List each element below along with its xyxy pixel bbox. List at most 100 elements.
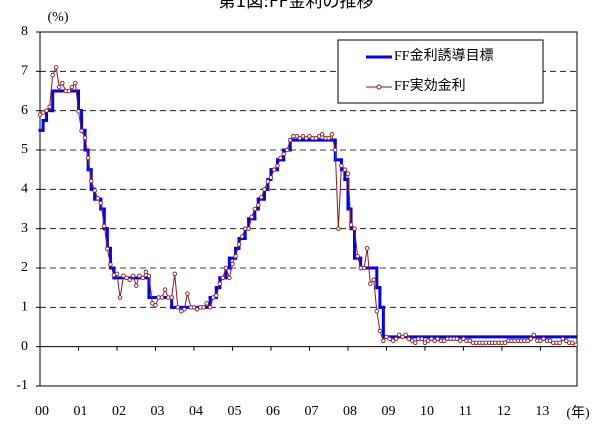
x-tick-label: 01 (73, 404, 87, 419)
series-marker (217, 281, 223, 286)
series-marker (37, 112, 43, 117)
series-marker (259, 194, 264, 200)
x-tick-label: 06 (266, 404, 280, 419)
series-marker (371, 277, 376, 283)
series-marker (313, 135, 319, 141)
x-axis-label: (年) (566, 405, 590, 421)
series-marker (409, 338, 415, 344)
x-tick-label: 04 (189, 404, 203, 419)
series-marker (102, 223, 107, 229)
series-marker (390, 338, 396, 344)
x-tick-label: 11 (459, 404, 472, 419)
x-tick-label: 03 (150, 404, 164, 419)
x-tick-label: 10 (420, 404, 434, 419)
series-marker (531, 332, 537, 338)
x-tick-label: 09 (381, 404, 395, 419)
series-marker (191, 305, 197, 310)
series-marker (400, 334, 405, 340)
series-marker (47, 104, 52, 109)
series-marker (467, 338, 473, 344)
series-marker (256, 202, 261, 208)
series-marker (105, 246, 110, 251)
series-marker (342, 167, 348, 172)
series-marker (547, 338, 553, 344)
series-marker (227, 275, 232, 281)
series-marker (121, 273, 126, 279)
y-tick-label: 6 (21, 103, 28, 118)
series-marker (429, 336, 434, 342)
series-marker (525, 338, 530, 344)
series-marker (361, 265, 367, 271)
series-marker (557, 340, 562, 345)
series-marker (130, 273, 136, 279)
series-marker (252, 206, 258, 212)
series-marker (278, 155, 283, 161)
series-marker (541, 336, 546, 342)
series-marker (185, 291, 190, 296)
legend-marker (376, 84, 382, 90)
series-marker (329, 132, 335, 137)
y-tick-label: 8 (21, 24, 28, 39)
series-marker (348, 222, 354, 227)
series-marker (53, 65, 59, 70)
y-tick-label: -1 (16, 378, 28, 393)
series-marker (88, 178, 94, 184)
x-tick-label: 02 (112, 404, 126, 419)
legend-label: FF金利誘導目標 (394, 48, 494, 64)
series-marker (355, 253, 360, 259)
series-marker (194, 307, 200, 312)
series-marker (396, 332, 402, 338)
chart-title: 第1図:FF金利の推移 (218, 0, 373, 12)
x-tick-label: 12 (497, 404, 511, 419)
y-tick-label: 2 (21, 260, 28, 275)
series-marker (528, 336, 534, 342)
series-marker (461, 336, 466, 342)
series-marker (458, 338, 463, 344)
series-marker (233, 253, 238, 259)
series-marker (95, 196, 100, 201)
x-tick-label: 05 (227, 404, 241, 419)
series-marker (454, 336, 460, 342)
series-marker (133, 283, 139, 288)
series-marker (563, 338, 569, 344)
y-tick-label: 3 (21, 221, 28, 236)
series-marker (316, 133, 322, 139)
series-marker (374, 309, 380, 314)
series-marker (307, 133, 312, 139)
series-marker (69, 84, 75, 90)
series-marker (377, 328, 383, 334)
series-marker (406, 336, 412, 342)
series-marker (44, 108, 49, 113)
series-marker (271, 167, 277, 172)
series-marker (114, 271, 120, 277)
series-marker (336, 226, 341, 231)
series-marker (117, 295, 123, 300)
series-marker (284, 147, 290, 153)
series-marker (502, 340, 508, 345)
series-marker (40, 110, 46, 115)
series-marker (79, 128, 84, 133)
series-marker (570, 340, 575, 345)
series-marker (573, 342, 579, 347)
series-marker (368, 281, 373, 286)
series-line (39, 65, 577, 346)
series-marker (304, 135, 309, 141)
series-marker (56, 84, 62, 90)
series-marker (179, 309, 184, 314)
series-marker (246, 226, 251, 231)
series-marker (352, 226, 357, 231)
series-marker (326, 135, 331, 141)
series-marker (210, 295, 216, 300)
series-marker (207, 305, 213, 310)
series-marker (172, 271, 177, 277)
series-marker (381, 338, 386, 344)
series-marker (384, 334, 389, 340)
series-marker (393, 336, 399, 342)
series-marker (419, 336, 425, 342)
series-marker (265, 179, 271, 184)
y-axis-label: (%) (48, 10, 69, 25)
series-marker (137, 273, 142, 279)
series-marker (153, 303, 158, 308)
series-marker (425, 338, 431, 344)
